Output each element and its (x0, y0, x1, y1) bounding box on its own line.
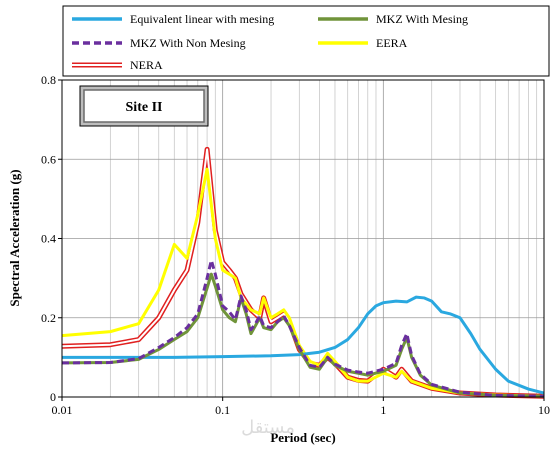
legend-box (62, 5, 550, 77)
y-tick-label: 0.6 (41, 152, 56, 166)
series-layer (61, 146, 545, 399)
y-tick-label: 0 (50, 390, 56, 404)
site-annotation: Site II (79, 85, 209, 127)
legend-label: MKZ With Mesing (376, 12, 468, 26)
legend-item-equivalent-linear-with-mesing: Equivalent linear with mesing (72, 12, 274, 26)
site-annotation-text: Site II (126, 100, 163, 115)
x-axis-label: Period (sec) (270, 430, 335, 445)
legend-label: Equivalent linear with mesing (130, 12, 274, 26)
legend-label: MKZ With Non Mesing (130, 36, 246, 50)
series-eera (61, 167, 545, 398)
tick-labels: 0.01 0.1 1 10 0 0.2 0.4 0.6 0.8 (41, 73, 550, 417)
legend-item-mkz-with-mesing: MKZ With Mesing (318, 12, 468, 26)
legend-label: EERA (376, 36, 408, 50)
y-axis-label: Spectral Acceleration (g) (7, 169, 22, 306)
legend: Equivalent linear with mesing MKZ With Me… (62, 5, 550, 77)
x-tick-label: 0.1 (215, 403, 230, 417)
x-tick-label: 1 (380, 403, 386, 417)
watermark-logo: مستقل (241, 417, 295, 438)
series-mkz-with-non-mesing (61, 258, 545, 398)
x-tick-label: 0.01 (52, 403, 73, 417)
x-tick-label: 10 (538, 403, 550, 417)
y-tick-label: 0.2 (41, 311, 56, 325)
legend-item-nera: NERA (72, 58, 163, 72)
legend-item-mkz-with-non-mesing: MKZ With Non Mesing (72, 36, 246, 50)
legend-item-eera: EERA (318, 36, 408, 50)
legend-label: NERA (130, 58, 163, 72)
y-tick-label: 0.8 (41, 73, 56, 87)
series-equivalent-linear-with-mesing (62, 295, 545, 395)
y-tick-label: 0.4 (41, 232, 56, 246)
